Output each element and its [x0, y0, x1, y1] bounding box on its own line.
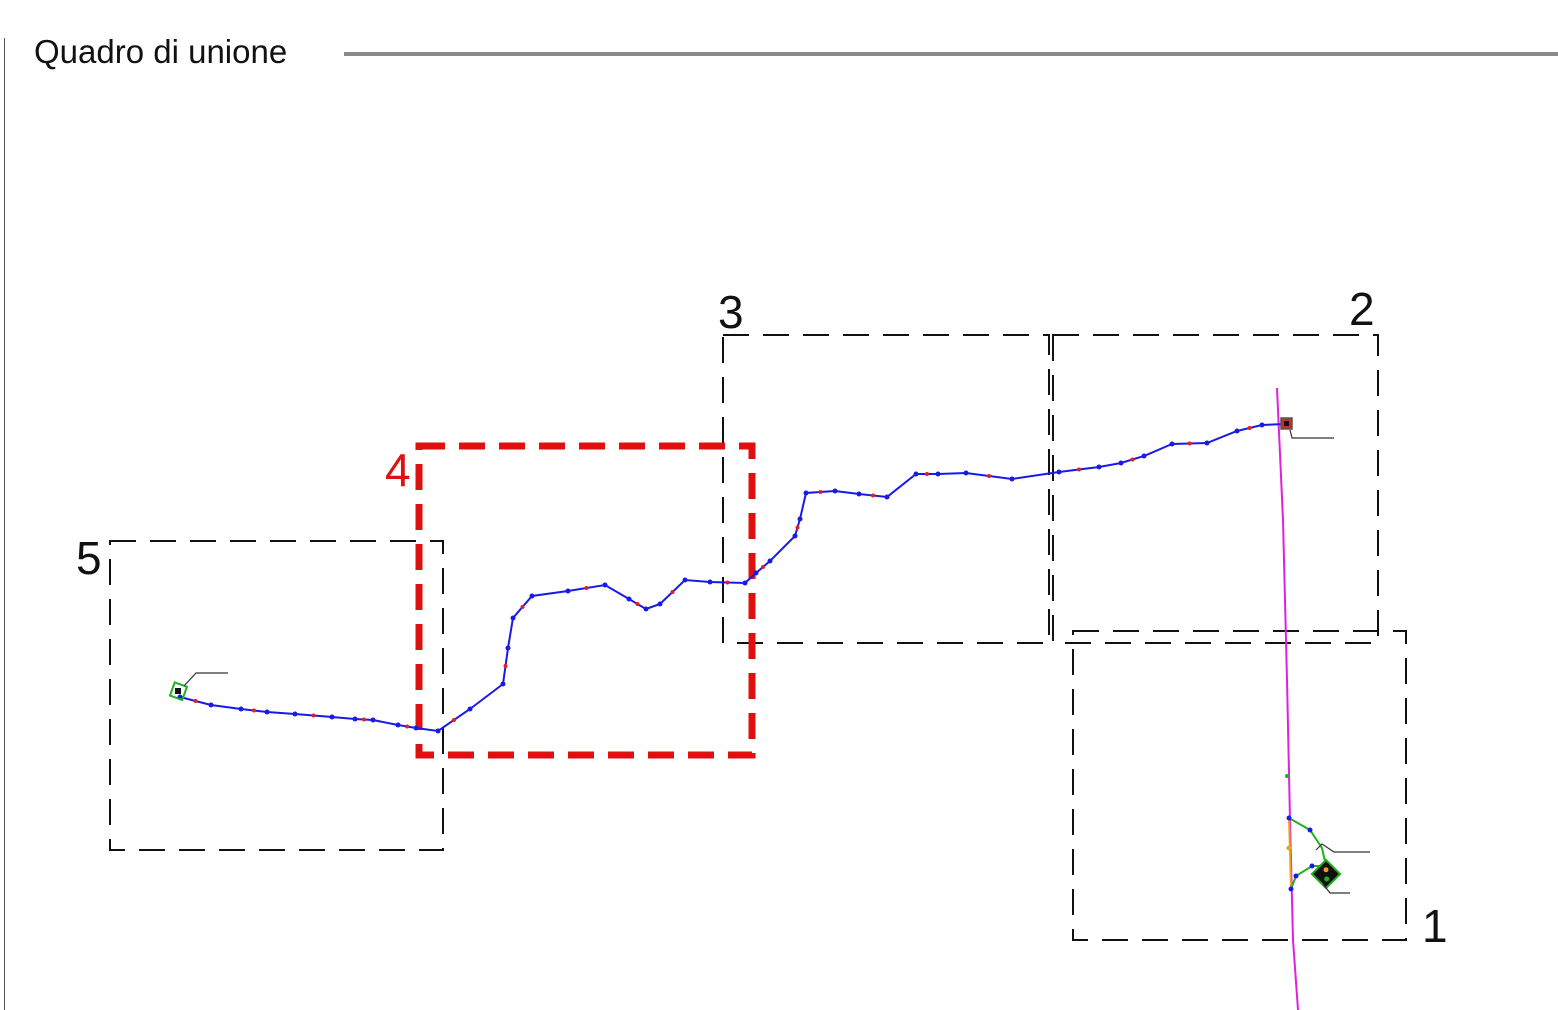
route-vertex — [963, 470, 969, 476]
route-midpoint — [725, 580, 730, 585]
left-border-line — [4, 38, 5, 1010]
route-vertex — [707, 579, 713, 585]
route-vertex — [602, 582, 608, 588]
route-vertex — [797, 516, 803, 522]
route-vertex — [1204, 440, 1210, 446]
route-midpoint — [635, 602, 640, 606]
route-vertex — [1009, 476, 1015, 482]
route-vertex — [753, 570, 759, 576]
route-vertex — [884, 494, 890, 500]
route-vertex — [238, 706, 244, 712]
route-midpoint — [452, 718, 456, 722]
route-midpoint — [1130, 457, 1135, 462]
route-vertex — [1169, 441, 1175, 447]
sheet-frame-5[interactable] — [109, 540, 444, 851]
sheet-label-1[interactable]: 1 — [1422, 900, 1448, 952]
route-vertex — [565, 588, 571, 594]
leader-line-substation — [1322, 883, 1350, 894]
route-vertex — [742, 580, 748, 586]
route-vertex — [352, 716, 358, 722]
route-midpoint — [405, 724, 409, 729]
sheet-frame-1[interactable] — [1072, 630, 1407, 941]
route-midpoint — [503, 664, 508, 668]
route-vertex — [505, 645, 511, 651]
route-vertex — [1118, 460, 1124, 466]
route-vertex — [1259, 422, 1265, 428]
start-point-icon[interactable] — [168, 681, 189, 702]
route-midpoint — [761, 565, 765, 569]
route-vertex — [500, 681, 506, 687]
route-nodes — [177, 421, 1289, 734]
route-midpoint — [818, 490, 823, 494]
route-midpoint — [193, 699, 198, 703]
route-line — [179, 423, 1287, 733]
sheet-label-5[interactable]: 5 — [76, 532, 102, 584]
route-midpoint — [1247, 426, 1252, 430]
route-vertex — [856, 491, 862, 497]
route-vertex — [1141, 453, 1147, 459]
route-midpoint — [987, 474, 991, 478]
route-midpoint — [520, 605, 525, 609]
route-vertex — [510, 615, 516, 621]
route-vertex — [792, 533, 798, 539]
route-vertex — [529, 593, 535, 599]
route-vertex — [913, 471, 919, 477]
route-vertex — [803, 490, 809, 496]
route-vertex — [329, 714, 335, 720]
branch-line-orange — [1288, 817, 1292, 890]
route-vertex — [1056, 469, 1062, 475]
title-underline — [344, 52, 1558, 56]
route-midpoint — [795, 525, 800, 530]
route-vertex — [264, 709, 270, 715]
route-vertex — [435, 728, 441, 734]
route-midpoint — [925, 472, 929, 476]
route-vertex — [467, 706, 473, 712]
route-midpoint — [871, 493, 875, 498]
route-vertex — [682, 577, 688, 583]
branch-line-green — [1288, 817, 1327, 867]
route-vertex — [643, 606, 649, 612]
sheet-frame-3[interactable] — [722, 334, 1050, 644]
page-title: Quadro di unione — [34, 33, 288, 70]
route-midpoint — [1187, 441, 1192, 446]
sheet-label-4[interactable]: 4 — [385, 444, 411, 496]
route-vertex — [832, 488, 838, 494]
route-vertex — [935, 471, 941, 477]
leader-line-start — [183, 672, 228, 687]
leader-line-end — [1289, 429, 1334, 439]
route-midpoint — [362, 717, 366, 722]
route-vertex — [413, 725, 419, 731]
sheet-label-2[interactable]: 2 — [1349, 283, 1375, 335]
route-vertex — [208, 702, 214, 708]
route-midpoint — [311, 713, 316, 718]
sheet-label-3[interactable]: 3 — [718, 286, 744, 338]
route-vertex — [395, 722, 401, 728]
route-midpoint — [584, 586, 589, 590]
route-vertex — [657, 601, 663, 607]
sheet-frame-4[interactable] — [415, 442, 756, 759]
end-point-icon[interactable] — [1280, 417, 1293, 430]
sheet-frame-2[interactable] — [1052, 334, 1379, 644]
boundary-line — [1276, 387, 1299, 1010]
route-vertex — [1234, 428, 1240, 434]
route-midpoint — [1077, 467, 1081, 472]
route-midpoint — [252, 708, 256, 713]
route-vertex — [292, 711, 298, 717]
route-vertex — [767, 558, 773, 564]
route-vertex — [1096, 464, 1102, 470]
leader-line-station — [1315, 843, 1370, 853]
route-midpoint — [670, 590, 675, 594]
route-vertex — [626, 596, 632, 602]
substation-icon[interactable] — [1310, 858, 1342, 890]
route-vertex — [370, 717, 376, 723]
